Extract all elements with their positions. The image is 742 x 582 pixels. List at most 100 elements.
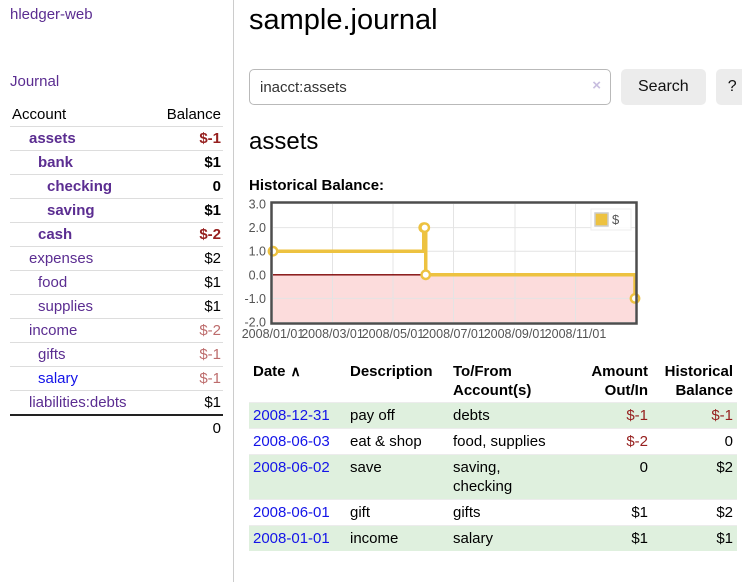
- transaction-balance: $2: [652, 499, 737, 526]
- account-link[interactable]: cash: [38, 226, 73, 243]
- svg-text:0.0: 0.0: [249, 268, 266, 282]
- transaction-balance: $1: [652, 525, 737, 551]
- transaction-amount: $1: [567, 525, 652, 551]
- register-header-account: To/From Account(s): [453, 363, 532, 399]
- account-row: saving $1: [10, 198, 223, 223]
- accounts-table: Account Balance assets $-1 bank $1 check…: [10, 103, 223, 441]
- help-button[interactable]: ?: [715, 69, 742, 105]
- transaction-amount: $-1: [567, 402, 652, 429]
- account-row: salary $-1: [10, 366, 223, 391]
- accounts-total-value: 0: [152, 414, 223, 441]
- accounts-header-balance: Balance: [152, 103, 223, 127]
- register-header-row: Date ∧ Description To/From Account(s) Amo…: [249, 360, 737, 403]
- transaction-row: 2008-01-01 income salary $1 $1: [249, 525, 737, 551]
- account-link[interactable]: expenses: [29, 250, 94, 267]
- account-link[interactable]: bank: [38, 154, 74, 171]
- search-button[interactable]: Search: [621, 69, 706, 105]
- account-row: liabilities:debts $1: [10, 390, 223, 415]
- transaction-account: gifts: [449, 499, 567, 526]
- transaction-date-link[interactable]: 2008-12-31: [253, 407, 330, 424]
- account-balance: $1: [152, 198, 223, 223]
- transaction-description: save: [346, 454, 449, 500]
- accounts-header-account: Account: [10, 103, 153, 127]
- svg-text:2.0: 2.0: [249, 221, 266, 235]
- transaction-amount: $-2: [567, 428, 652, 455]
- register-header-balance: Historical Balance: [664, 363, 733, 399]
- account-balance: $-2: [152, 318, 223, 343]
- account-row: supplies $1: [10, 294, 223, 319]
- account-link[interactable]: food: [38, 274, 68, 291]
- svg-text:1.0: 1.0: [249, 245, 266, 259]
- svg-text:2008/07/01: 2008/07/01: [422, 327, 485, 341]
- account-link[interactable]: saving: [47, 202, 95, 219]
- historical-balance-chart: 3.0 2.0 1.0 0.0 -1.0 -2.0 2008/01/01 2008/03/01…: [242, 198, 742, 343]
- transaction-balance: $-1: [652, 402, 737, 429]
- transaction-row: 2008-06-02 save saving, checking 0 $2: [249, 454, 737, 500]
- account-row: assets $-1: [10, 126, 223, 151]
- svg-text:-2.0: -2.0: [244, 316, 266, 330]
- transaction-date-link[interactable]: 2008-01-01: [253, 530, 330, 547]
- register-header-date[interactable]: Date ∧: [253, 363, 301, 380]
- transaction-row: 2008-06-03 eat & shop food, supplies $-2…: [249, 428, 737, 455]
- transaction-description: eat & shop: [346, 428, 449, 455]
- transaction-row: 2008-12-31 pay off debts $-1 $-1: [249, 402, 737, 429]
- transaction-description: income: [346, 525, 449, 551]
- account-balance: $1: [152, 294, 223, 319]
- svg-text:2008/11/01: 2008/11/01: [545, 327, 607, 341]
- transaction-date-link[interactable]: 2008-06-02: [253, 459, 330, 476]
- transaction-description: pay off: [346, 402, 449, 429]
- account-balance: $-1: [152, 342, 223, 367]
- transaction-date-link[interactable]: 2008-06-01: [253, 504, 330, 521]
- account-balance: $2: [152, 246, 223, 271]
- account-balance: $1: [152, 390, 223, 415]
- transaction-account: saving, checking: [449, 454, 567, 500]
- account-link[interactable]: income: [29, 322, 78, 339]
- account-row: expenses $2: [10, 246, 223, 271]
- search-box: ×: [249, 69, 611, 105]
- account-title: assets: [249, 128, 319, 155]
- account-row: income $-2: [10, 318, 223, 343]
- svg-text:$: $: [612, 212, 620, 227]
- transaction-account: debts: [449, 402, 567, 429]
- svg-text:3.0: 3.0: [249, 198, 266, 212]
- account-link[interactable]: assets: [29, 130, 76, 147]
- svg-text:-1.0: -1.0: [244, 292, 266, 306]
- transaction-account: food, supplies: [449, 428, 567, 455]
- transaction-date-link[interactable]: 2008-06-03: [253, 433, 330, 450]
- account-row: gifts $-1: [10, 342, 223, 367]
- register-table: Date ∧ Description To/From Account(s) Amo…: [249, 360, 737, 551]
- account-link[interactable]: checking: [47, 178, 113, 195]
- search-row: × Search ?: [249, 69, 742, 105]
- register-header-amount: Amount Out/In: [591, 363, 648, 399]
- search-input[interactable]: [249, 69, 611, 105]
- transaction-row: 2008-06-01 gift gifts $1 $2: [249, 499, 737, 526]
- sidebar-item-journal[interactable]: Journal: [10, 73, 60, 90]
- svg-text:2008/03/01: 2008/03/01: [301, 327, 364, 341]
- sidebar: hledger-web Journal Account Balance asse…: [0, 0, 234, 582]
- chart-title: Historical Balance:: [249, 177, 385, 194]
- account-balance: $-1: [152, 126, 223, 151]
- sort-ascending-icon: ∧: [290, 363, 301, 379]
- transaction-balance: 0: [652, 428, 737, 455]
- account-balance: $-1: [152, 366, 223, 391]
- main-content: sample.journal × Search ? assets Histori…: [234, 0, 742, 582]
- account-row: bank $1: [10, 150, 223, 175]
- app-title-link[interactable]: hledger-web: [10, 6, 93, 23]
- account-link[interactable]: gifts: [38, 346, 66, 363]
- transaction-amount: $1: [567, 499, 652, 526]
- account-link[interactable]: supplies: [38, 298, 94, 315]
- account-link[interactable]: liabilities:debts: [29, 394, 127, 411]
- account-balance: $1: [152, 150, 223, 175]
- transaction-account: salary: [449, 525, 567, 551]
- page-title: sample.journal: [249, 4, 438, 36]
- account-row: cash $-2: [10, 222, 223, 247]
- account-balance: $-2: [152, 222, 223, 247]
- account-link[interactable]: salary: [38, 370, 79, 387]
- account-row: checking 0: [10, 174, 223, 199]
- account-balance: 0: [152, 174, 223, 199]
- svg-text:2008/01/01: 2008/01/01: [242, 327, 305, 341]
- account-row: food $1: [10, 270, 223, 295]
- svg-text:2008/05/01: 2008/05/01: [362, 327, 425, 341]
- transaction-amount: 0: [567, 454, 652, 500]
- clear-search-icon[interactable]: ×: [592, 77, 601, 94]
